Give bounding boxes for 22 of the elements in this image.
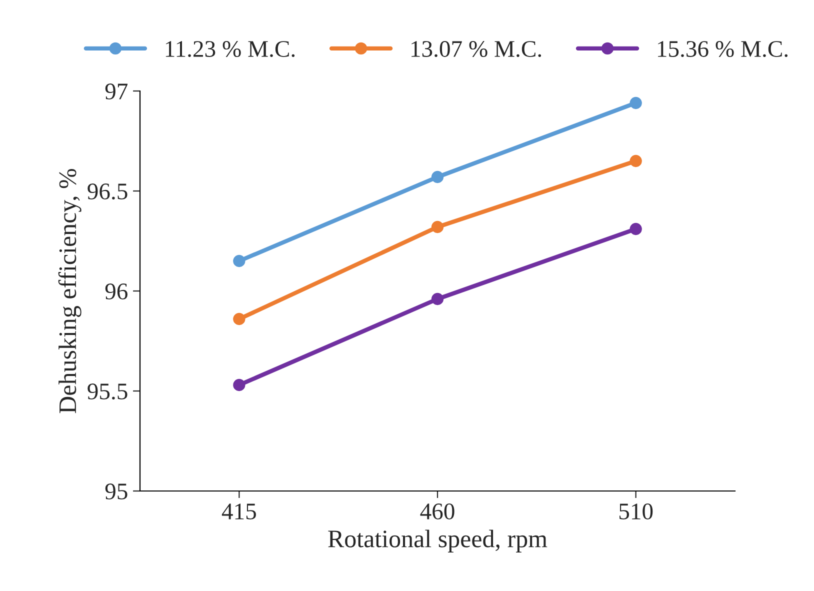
point xyxy=(630,222,642,236)
y-tick-label: 95 xyxy=(105,484,128,500)
point xyxy=(431,220,444,234)
point xyxy=(233,254,246,268)
x-tick-label: 510 xyxy=(619,503,653,520)
y-tick-label: 95.5 xyxy=(88,384,128,400)
x-axis-title: Rotational speed, rpm xyxy=(328,530,548,552)
y-tick-label: 96.5 xyxy=(88,184,128,200)
y-axis-title: Dehusking efficiency, % xyxy=(58,168,82,414)
x-tick-label: 460 xyxy=(420,503,454,520)
legend-label: 11.23 % M.C. xyxy=(166,41,295,58)
legend-label: 15.36 % M.C. xyxy=(658,41,788,58)
point xyxy=(431,170,444,184)
point xyxy=(233,378,246,392)
y-tick-label: 97 xyxy=(105,84,128,100)
point xyxy=(630,154,642,168)
legend-label: 13.07 % M.C. xyxy=(412,41,542,58)
point xyxy=(630,96,642,110)
point xyxy=(233,312,246,326)
x-tick-label: 415 xyxy=(222,504,256,520)
point xyxy=(431,292,444,306)
y-tick-label: 96 xyxy=(105,284,128,300)
